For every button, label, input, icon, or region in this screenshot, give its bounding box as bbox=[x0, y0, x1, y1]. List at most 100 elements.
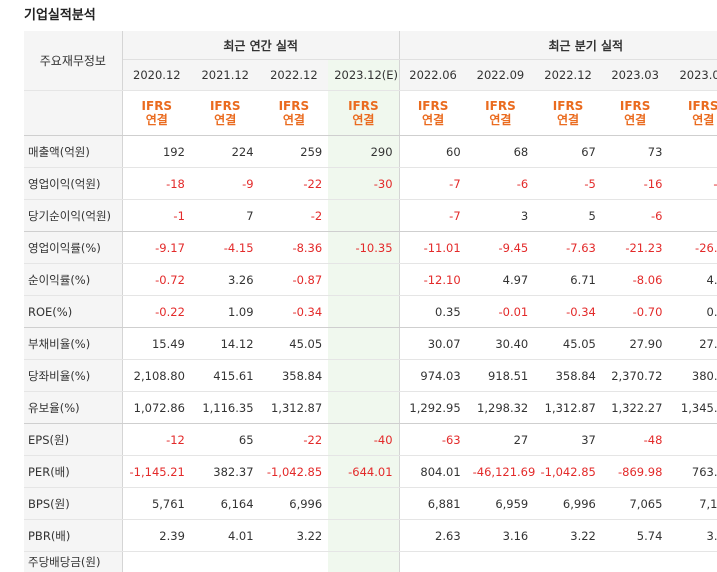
cell-value: 67 bbox=[534, 136, 602, 168]
ifrs-top-text: IFRS bbox=[266, 99, 323, 113]
cell-value: -0.01 bbox=[467, 296, 535, 328]
cell-value: 3.22 bbox=[534, 520, 602, 552]
cell-value: -1,042.85 bbox=[534, 456, 602, 488]
cell-value bbox=[328, 264, 399, 296]
cell-value bbox=[328, 360, 399, 392]
cell-value: 73 bbox=[602, 136, 669, 168]
period-header: 2022.12 bbox=[260, 60, 329, 91]
cell-value: 1.09 bbox=[191, 296, 260, 328]
cell-value: 1,345.98 bbox=[668, 392, 717, 424]
cell-value: 5 bbox=[534, 200, 602, 232]
period-header: 2023.03 bbox=[602, 60, 669, 91]
cell-value bbox=[328, 200, 399, 232]
cell-value bbox=[328, 328, 399, 360]
row-label: BPS(원) bbox=[24, 488, 122, 520]
cell-value: 6,164 bbox=[191, 488, 260, 520]
row-label: 당좌비율(%) bbox=[24, 360, 122, 392]
cell-value: -22 bbox=[260, 424, 329, 456]
cell-value: 2.63 bbox=[399, 520, 467, 552]
cell-value: 3.26 bbox=[191, 264, 260, 296]
row-label: 부채비율(%) bbox=[24, 328, 122, 360]
cell-value bbox=[668, 552, 717, 572]
cell-value: 358.84 bbox=[260, 360, 329, 392]
cell-value: 65 bbox=[191, 424, 260, 456]
corner-label: 주요재무정보 bbox=[24, 31, 122, 91]
cell-value bbox=[467, 552, 535, 572]
group-quarter-header: 최근 분기 실적 bbox=[399, 31, 717, 60]
cell-value: 65 bbox=[668, 136, 717, 168]
ifrs-bottom-text: 연결 bbox=[473, 113, 529, 127]
cell-value: 6,996 bbox=[534, 488, 602, 520]
cell-value bbox=[534, 552, 602, 572]
cell-value: 4.97 bbox=[467, 264, 535, 296]
table-row: 영업이익률(%)-9.17-4.15-8.36-10.35-11.01-9.45… bbox=[24, 232, 717, 264]
cell-value: -0.70 bbox=[602, 296, 669, 328]
cell-value: -16 bbox=[602, 168, 669, 200]
ifrs-top-text: IFRS bbox=[540, 99, 596, 113]
row-label: PBR(배) bbox=[24, 520, 122, 552]
cell-value: 1,072.86 bbox=[122, 392, 191, 424]
cell-value: -1,042.85 bbox=[260, 456, 329, 488]
cell-value: 290 bbox=[328, 136, 399, 168]
cell-value bbox=[399, 552, 467, 572]
period-header: 2023.06 bbox=[668, 60, 717, 91]
cell-value: 27.26 bbox=[668, 328, 717, 360]
cell-value: -8.36 bbox=[260, 232, 329, 264]
ifrs-bottom-text: 연결 bbox=[608, 113, 663, 127]
cell-value: -17 bbox=[668, 168, 717, 200]
cell-value: -6 bbox=[467, 168, 535, 200]
cell-value bbox=[191, 552, 260, 572]
cell-value: 45.05 bbox=[260, 328, 329, 360]
period-header: 2022.06 bbox=[399, 60, 467, 91]
period-header: 2021.12 bbox=[191, 60, 260, 91]
cell-value: -1 bbox=[122, 200, 191, 232]
ifrs-top-text: IFRS bbox=[406, 99, 461, 113]
cell-value bbox=[260, 552, 329, 572]
row-label: ROE(%) bbox=[24, 296, 122, 328]
period-header: 2022.12 bbox=[534, 60, 602, 91]
cell-value: 3.16 bbox=[467, 520, 535, 552]
cell-value: 60 bbox=[399, 136, 467, 168]
cell-value: 7,065 bbox=[602, 488, 669, 520]
cell-value: 4.01 bbox=[191, 520, 260, 552]
ifrs-bottom-text: 연결 bbox=[406, 113, 461, 127]
cell-value: 224 bbox=[191, 136, 260, 168]
cell-value: -8.06 bbox=[602, 264, 669, 296]
cell-value: 382.37 bbox=[191, 456, 260, 488]
cell-value: 763.74 bbox=[668, 456, 717, 488]
cell-value: 4.44 bbox=[668, 264, 717, 296]
table-row: 매출액(억원)1922242592906068677365 bbox=[24, 136, 717, 168]
cell-value: -0.72 bbox=[122, 264, 191, 296]
cell-value: -869.98 bbox=[602, 456, 669, 488]
cell-value: -6 bbox=[602, 200, 669, 232]
cell-value: -18 bbox=[122, 168, 191, 200]
cell-value: 6.71 bbox=[534, 264, 602, 296]
cell-value: 14.12 bbox=[191, 328, 260, 360]
cell-value: -40 bbox=[328, 424, 399, 456]
ifrs-top-text: IFRS bbox=[608, 99, 663, 113]
cell-value: 1,116.35 bbox=[191, 392, 260, 424]
cell-value bbox=[328, 552, 399, 572]
cell-value: 3 bbox=[668, 200, 717, 232]
cell-value: 30.07 bbox=[399, 328, 467, 360]
cell-value: 6,996 bbox=[260, 488, 329, 520]
ifrs-top-text: IFRS bbox=[197, 99, 254, 113]
cell-value: -11.01 bbox=[399, 232, 467, 264]
cell-value: 3 bbox=[467, 200, 535, 232]
cell-value: 15.49 bbox=[122, 328, 191, 360]
cell-value: -12 bbox=[122, 424, 191, 456]
cell-value: 3.22 bbox=[260, 520, 329, 552]
cell-value: -9 bbox=[191, 168, 260, 200]
cell-value: -46,121.69 bbox=[467, 456, 535, 488]
row-label: 영업이익(억원) bbox=[24, 168, 122, 200]
